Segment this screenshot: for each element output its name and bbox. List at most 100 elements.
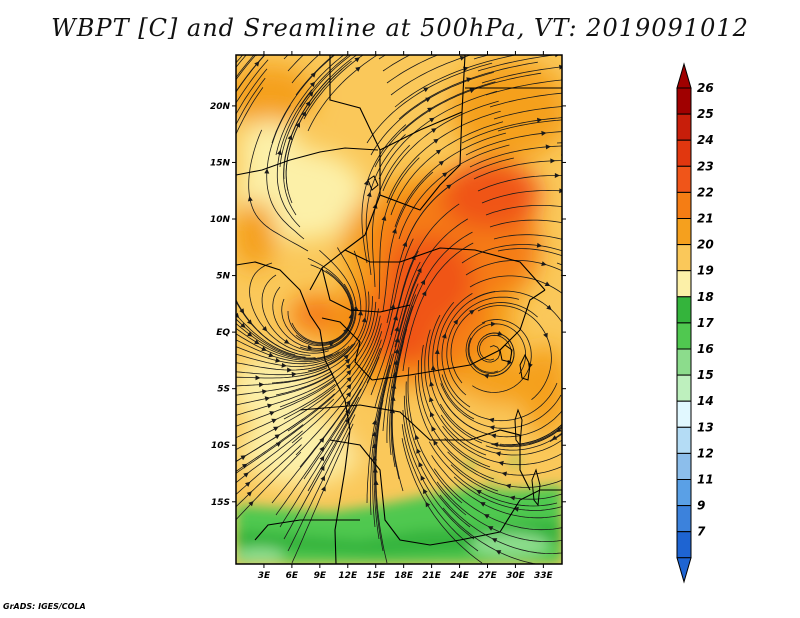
streamline-arrow [434, 348, 440, 355]
colorbar-segment [676, 531, 692, 559]
streamline [386, 187, 448, 324]
colorbar-label: 14 [697, 394, 714, 408]
streamline-arrow [668, 119, 673, 124]
streamline [279, 55, 352, 168]
lon-label: 27E [478, 571, 498, 581]
streamline-arrow [652, 244, 658, 249]
streamline [390, 203, 460, 336]
streamline [473, 290, 562, 324]
streamline-arrow [571, 240, 577, 245]
colorbar: 26 25 24 23 22 21 20 19 18 17 16 15 14 13 12 11 9 7 [676, 62, 714, 584]
streamline [453, 476, 562, 511]
colorbar-segment [676, 348, 692, 376]
streamline [281, 283, 354, 347]
streamline [417, 360, 495, 480]
streamline [402, 72, 542, 132]
streamline-arrow [394, 337, 400, 343]
streamline [386, 110, 501, 204]
streamline [465, 260, 562, 276]
streamline-arrow [224, 115, 229, 121]
streamline-arrow [430, 365, 436, 371]
streamline [236, 345, 350, 367]
streamline [394, 55, 518, 108]
streamline [489, 92, 562, 108]
colorbar-top-arrow [676, 62, 692, 89]
streamline [432, 302, 479, 432]
streamline-arrow [345, 8, 351, 13]
streamline-arrow [576, 117, 581, 122]
streamline [405, 381, 467, 516]
streamline-arrow [648, 50, 653, 55]
streamline [291, 423, 354, 564]
lon-label: 15E [366, 571, 386, 581]
lon-label: 21E [422, 571, 442, 581]
streamline-arrow [251, 40, 256, 45]
streamline-arrow [431, 128, 437, 133]
streamline [236, 333, 333, 361]
streamline-arrow [438, 160, 445, 166]
colorbar-label: 18 [697, 290, 714, 304]
streamline [295, 55, 335, 96]
lat-label: 15S [211, 498, 230, 508]
streamline [295, 331, 383, 456]
streamline [378, 55, 387, 60]
streamline [271, 291, 370, 384]
streamline [236, 368, 330, 387]
streamline-arrow [572, 103, 577, 108]
streamline [236, 367, 328, 379]
streamline [497, 248, 562, 257]
streamline-arrow [243, 472, 249, 478]
streamline-arrow [259, 382, 265, 388]
streamline-arrow [416, 448, 421, 454]
colorbar-segment [676, 479, 692, 507]
streamline [370, 364, 391, 516]
streamline-arrow [246, 491, 252, 497]
streamline-arrow [574, 259, 580, 263]
streamline [283, 405, 358, 540]
streamline-arrow [402, 241, 408, 247]
streamline [307, 55, 379, 132]
streamline [236, 444, 302, 508]
streamline [469, 275, 562, 294]
streamline-arrow [394, 326, 400, 332]
streamline-arrow [394, 348, 400, 354]
streamline [436, 293, 475, 420]
streamline [473, 160, 562, 180]
streamline [275, 55, 345, 156]
streamline [421, 344, 491, 468]
streamline-arrow [353, 48, 359, 53]
streamline [366, 62, 493, 144]
streamline-arrow [450, 24, 456, 29]
streamline-arrow [563, 204, 568, 209]
streamline-arrow [343, 354, 349, 360]
streamline-arrow [567, 221, 573, 226]
streamline-arrow [355, 66, 361, 72]
streamline-arrow [495, 550, 502, 555]
streamline-arrow [275, 357, 281, 363]
lat-label: EQ [216, 328, 230, 338]
streamline [236, 87, 264, 136]
streamline-arrow [656, 77, 661, 82]
streamline [378, 157, 420, 300]
streamline-arrow [457, 45, 463, 50]
streamline-arrow [649, 208, 655, 213]
streamline-arrow [248, 30, 253, 35]
streamline [366, 238, 414, 384]
streamline [303, 347, 381, 480]
streamline-arrow [240, 455, 247, 461]
colorbar-segment [676, 452, 692, 480]
streamline-arrow [580, 398, 585, 404]
colorbar-segment [676, 426, 692, 454]
streamline-arrow [373, 479, 379, 485]
colorbar-segment [676, 505, 692, 533]
streamline [283, 308, 379, 420]
streamline [261, 274, 351, 352]
streamline [307, 250, 367, 372]
streamline-arrow [421, 290, 427, 297]
streamline-arrow [554, 173, 560, 178]
streamline [236, 418, 304, 462]
streamline [569, 179, 716, 217]
lon-label: 3E [258, 571, 271, 581]
streamline-arrow [427, 107, 433, 113]
streamline [285, 68, 343, 204]
